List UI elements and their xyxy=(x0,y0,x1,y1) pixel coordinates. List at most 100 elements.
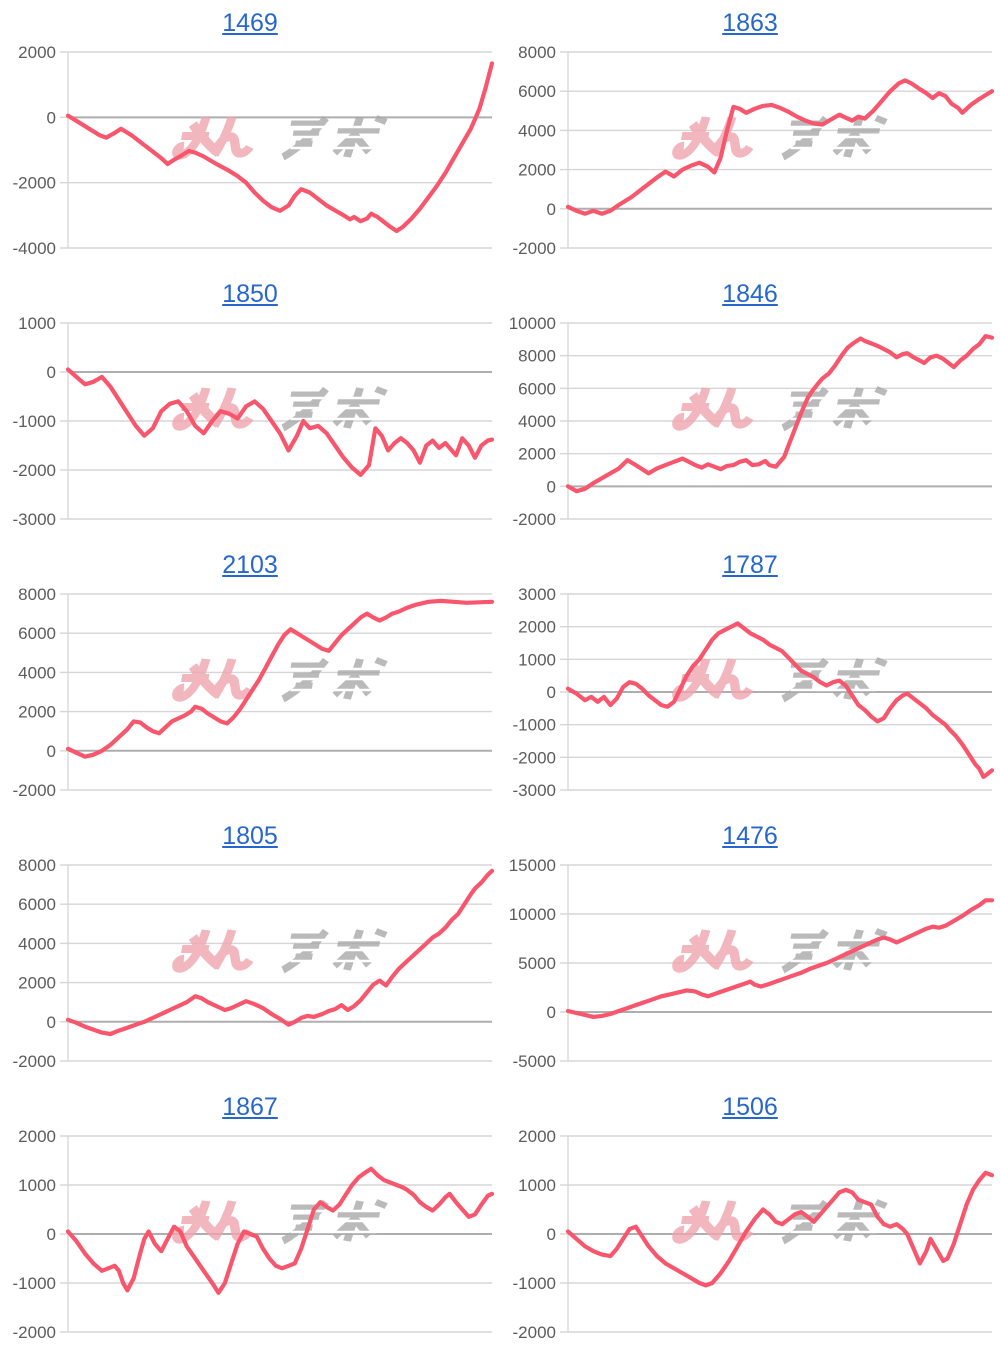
y-axis-tick-label: 4000 xyxy=(18,934,56,953)
minrepo-watermark-logo xyxy=(672,115,888,161)
y-axis-tick-label: -2000 xyxy=(513,1323,556,1342)
y-axis-tick-label: 6000 xyxy=(18,895,56,914)
y-axis-tick-label: -4000 xyxy=(13,239,56,258)
y-axis-tick-label: 8000 xyxy=(518,43,556,62)
chart-title-row: 2103 xyxy=(0,542,500,584)
chart-panel-1476: 1476 15000 10000 5000 0 -5000 xyxy=(500,813,1000,1084)
chart-title-row: 1867 xyxy=(0,1084,500,1126)
machine-number-link[interactable]: 1469 xyxy=(222,9,278,37)
slump-line-chart: 8000 6000 4000 2000 0 -2000 xyxy=(13,585,495,800)
profit-line-series xyxy=(65,1166,495,1295)
y-axis-tick-label: 1000 xyxy=(18,314,56,333)
y-axis-tick-label: -2000 xyxy=(13,174,56,193)
y-axis-tick-label: 0 xyxy=(47,1013,56,1032)
y-axis-tick-label: 8000 xyxy=(18,585,56,604)
y-axis-tick-label: -5000 xyxy=(513,1052,556,1071)
y-axis-tick-label: -2000 xyxy=(513,748,556,767)
slump-line-chart: 2000 0 -2000 -4000 xyxy=(13,43,495,258)
machine-number-link[interactable]: 1846 xyxy=(722,280,778,308)
y-axis-tick-label: 0 xyxy=(47,742,56,761)
machine-number-link[interactable]: 1863 xyxy=(722,9,778,37)
profit-line-series xyxy=(565,334,995,494)
chart-panel-1863: 1863 8000 6000 4000 2000 0 -2000 xyxy=(500,0,1000,271)
y-axis-tick-label: 2000 xyxy=(18,1127,56,1146)
slump-line-chart: 10000 8000 6000 4000 2000 0 -2000 xyxy=(509,314,995,529)
y-axis-tick-label: -3000 xyxy=(13,510,56,529)
chart-panel-1469: 1469 2000 0 -2000 -4000 xyxy=(0,0,500,271)
chart-panel-1787: 1787 3000 2000 1000 0 -1000 -2000 -3000 xyxy=(500,542,1000,813)
y-axis-tick-label: 6000 xyxy=(518,379,556,398)
y-axis-tick-label: -3000 xyxy=(513,781,556,800)
chart-title-row: 1863 xyxy=(500,0,1000,42)
y-axis-tick-label: -2000 xyxy=(13,781,56,800)
chart-panel-2103: 2103 8000 6000 4000 2000 0 -2000 xyxy=(0,542,500,813)
y-axis-tick-label: -2000 xyxy=(13,461,56,480)
machine-number-link[interactable]: 1850 xyxy=(222,280,278,308)
chart-panel-1850: 1850 1000 0 -1000 -2000 -3000 xyxy=(0,271,500,542)
chart-title-row: 1846 xyxy=(500,271,1000,313)
slump-line-chart: 8000 6000 4000 2000 0 -2000 xyxy=(513,43,995,258)
chart-title-row: 1787 xyxy=(500,542,1000,584)
profit-line-series xyxy=(65,868,495,1037)
machine-number-link[interactable]: 1476 xyxy=(722,822,778,850)
slump-line-chart: 1000 0 -1000 -2000 -3000 xyxy=(13,314,495,529)
profit-line-series xyxy=(65,598,495,759)
y-axis-tick-label: 15000 xyxy=(509,856,556,875)
minrepo-watermark-logo xyxy=(672,386,888,432)
y-axis-tick-label: 6000 xyxy=(18,624,56,643)
profit-line-series xyxy=(65,367,495,477)
y-axis-tick-label: 1000 xyxy=(518,1176,556,1195)
y-axis-tick-label: 2000 xyxy=(518,1127,556,1146)
machine-number-link[interactable]: 1867 xyxy=(222,1093,278,1121)
y-axis-tick-label: 1000 xyxy=(18,1176,56,1195)
y-axis-tick-label: 8000 xyxy=(518,347,556,366)
y-axis-tick-label: -2000 xyxy=(513,510,556,529)
profit-line-series xyxy=(565,898,995,1019)
y-axis-tick-label: 0 xyxy=(547,683,556,702)
chart-title-row: 1469 xyxy=(0,0,500,42)
chart-panel-1867: 1867 2000 1000 0 -1000 -2000 xyxy=(0,1084,500,1355)
y-axis-tick-label: 2000 xyxy=(518,445,556,464)
y-axis-tick-label: 10000 xyxy=(509,905,556,924)
y-axis-tick-label: 5000 xyxy=(518,954,556,973)
slump-line-chart: 15000 10000 5000 0 -5000 xyxy=(509,856,995,1071)
y-axis-tick-label: 8000 xyxy=(18,856,56,875)
y-axis-tick-label: 0 xyxy=(547,477,556,496)
profit-line-series xyxy=(565,621,995,779)
chart-title-row: 1506 xyxy=(500,1084,1000,1126)
profit-line-series xyxy=(565,78,995,216)
slump-line-chart: 3000 2000 1000 0 -1000 -2000 -3000 xyxy=(513,585,995,800)
machine-number-link[interactable]: 2103 xyxy=(222,551,278,579)
profit-line-series xyxy=(65,61,495,234)
machine-number-link[interactable]: 1787 xyxy=(722,551,778,579)
profit-line-series xyxy=(565,1170,995,1288)
y-axis-tick-label: 0 xyxy=(47,363,56,382)
y-axis-tick-label: 2000 xyxy=(518,618,556,637)
minrepo-watermark-logo xyxy=(172,386,388,432)
y-axis-tick-label: 1000 xyxy=(518,650,556,669)
y-axis-tick-label: 4000 xyxy=(518,121,556,140)
y-axis-tick-label: 2000 xyxy=(18,703,56,722)
y-axis-tick-label: 3000 xyxy=(518,585,556,604)
y-axis-tick-label: -2000 xyxy=(513,239,556,258)
chart-title-row: 1476 xyxy=(500,813,1000,855)
chart-panel-1846: 1846 10000 8000 6000 4000 2000 0 -2000 xyxy=(500,271,1000,542)
y-axis-tick-label: 4000 xyxy=(518,412,556,431)
y-axis-tick-label: 0 xyxy=(547,1225,556,1244)
y-axis-tick-label: 6000 xyxy=(518,82,556,101)
chart-panel-1805: 1805 8000 6000 4000 2000 0 -2000 xyxy=(0,813,500,1084)
y-axis-tick-label: 2000 xyxy=(518,161,556,180)
machine-number-link[interactable]: 1506 xyxy=(722,1093,778,1121)
y-axis-tick-label: -1000 xyxy=(13,1274,56,1293)
y-axis-tick-label: 2000 xyxy=(18,974,56,993)
minrepo-watermark-logo xyxy=(172,928,388,974)
machine-number-link[interactable]: 1805 xyxy=(222,822,278,850)
minrepo-watermark-logo xyxy=(172,657,388,703)
chart-title-row: 1805 xyxy=(0,813,500,855)
y-axis-tick-label: -1000 xyxy=(13,412,56,431)
y-axis-tick-label: -2000 xyxy=(13,1052,56,1071)
minrepo-watermark-logo xyxy=(172,115,388,161)
chart-panel-1506: 1506 2000 1000 0 -1000 -2000 xyxy=(500,1084,1000,1355)
